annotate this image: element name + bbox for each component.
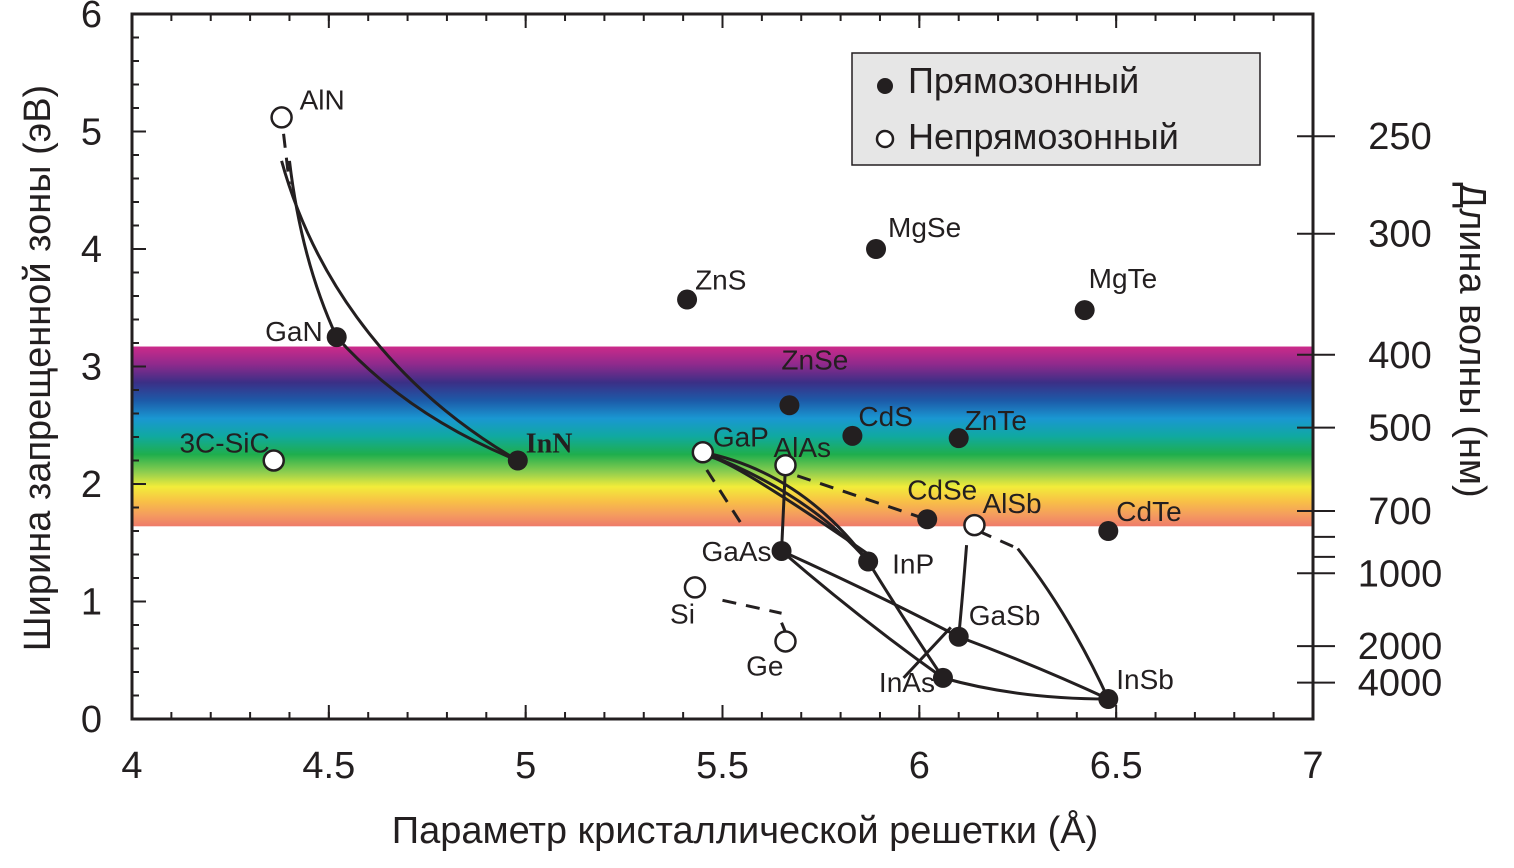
point-label-cds: CdS [858,401,912,432]
y2-tick-label: 4000 [1358,663,1443,705]
y2-tick-label: 2000 [1358,626,1443,668]
point-si [683,576,707,599]
alloy-curve [902,626,952,679]
point-label-mgse: MgSe [888,212,961,243]
x-tick-label: 6.5 [1090,745,1143,787]
point-label-znte: ZnTe [965,405,1027,436]
point-insb [1098,689,1119,710]
point-mgte [1074,300,1095,321]
point-gap [691,441,715,464]
point-label-gan: GaN [265,316,323,347]
y-tick-label: 3 [81,347,102,389]
point-label-alsb: AlSb [982,488,1041,519]
point-znse [779,395,800,416]
y2-tick-label: 500 [1368,408,1431,450]
y2-tick-label: 400 [1368,335,1431,377]
alloy-curve [287,160,339,338]
y2-tick-label: 1000 [1358,553,1443,595]
legend-direct-label: Прямозонный [908,60,1139,101]
point-inn [507,450,528,471]
point-label-gap: GaP [713,421,769,452]
point-gasb [948,626,969,647]
y-tick-label: 5 [81,112,102,154]
point-znte [948,428,969,449]
point-label-zns: ZnS [695,265,746,296]
point-label-aln: AlN [300,84,345,115]
legend-box [851,52,1261,166]
alloy-curve [710,455,873,559]
alloy-curve-dashed [722,598,782,615]
point-mgse [866,239,887,259]
point-label-alas: AlAs [773,432,831,463]
point-label-cdse: CdSe [907,474,977,505]
y2-axis-title: Длина волны (нм) [1451,182,1493,497]
alloy-curve [942,676,1109,701]
point-cds [842,425,863,446]
y2-tick-label: 300 [1368,214,1431,256]
y-tick-label: 1 [81,582,102,624]
alloy-curves [280,133,1110,701]
point-label-znse: ZnSe [781,344,848,375]
legend-indirect-label: Непрямозонный [908,116,1179,157]
point-label-mgte: MgTe [1089,263,1157,294]
alloy-curve [1016,547,1110,700]
point-label-3c-sic: 3C-SiC [179,428,269,459]
point-label-gaas: GaAs [702,536,772,567]
point-label-gasb: GaSb [969,600,1041,631]
alloy-curve-dashed [977,529,1019,550]
legend: Прямозонный Непрямозонный [851,52,1261,166]
y-tick-label: 4 [81,229,102,271]
alloy-curve [866,560,945,679]
point-inp [858,551,879,572]
x-tick-label: 4 [121,745,142,787]
alloy-curve [780,549,944,680]
x-axis-title: Параметр кристаллической решетки (Å) [392,808,1098,852]
point-inas [932,667,953,688]
point-label-inn: InN [526,429,573,460]
legend-indirect-marker [875,129,895,149]
point-ge [774,630,797,653]
point-label-insb: InSb [1116,664,1174,695]
y2-tick-label: 250 [1368,116,1431,158]
point-alsb [963,513,986,537]
point-cdse [917,509,938,530]
point-label-cdte: CdTe [1116,496,1181,527]
x-tick-label: 4.5 [302,745,355,787]
point-label-inas: InAs [879,667,935,698]
x-tick-label: 5 [515,745,536,787]
legend-direct-marker [877,78,893,94]
point-gaas [771,540,792,561]
x-tick-label: 6 [909,745,930,787]
alloy-curve [780,549,960,639]
alloy-curve-dashed [282,133,291,185]
alloy-curve-dashed [705,469,744,526]
point-label-inp: InP [892,549,934,580]
plot-frame [130,12,1315,721]
point-gan [326,327,347,348]
point-3c-sic [262,449,285,472]
y2-tick-label: 700 [1368,491,1431,533]
point-zns [677,289,698,310]
alloy-curve-dashed [796,474,920,519]
point-alas [774,453,797,477]
point-label-si: Si [670,598,695,629]
alloy-curve [335,336,519,462]
point-cdte [1098,521,1119,541]
y-tick-label: 6 [81,0,102,36]
y-tick-label: 2 [81,464,102,506]
y-axis-title: Ширина запрещенной зоны (эВ) [17,85,59,651]
alloy-curve [958,635,1109,701]
y-tick-label: 0 [81,699,102,741]
alloy-curve [957,544,969,637]
point-aln [270,106,293,129]
x-tick-label: 7 [1302,745,1323,787]
x-tick-label: 5.5 [696,745,749,787]
point-label-ge: Ge [746,650,783,681]
